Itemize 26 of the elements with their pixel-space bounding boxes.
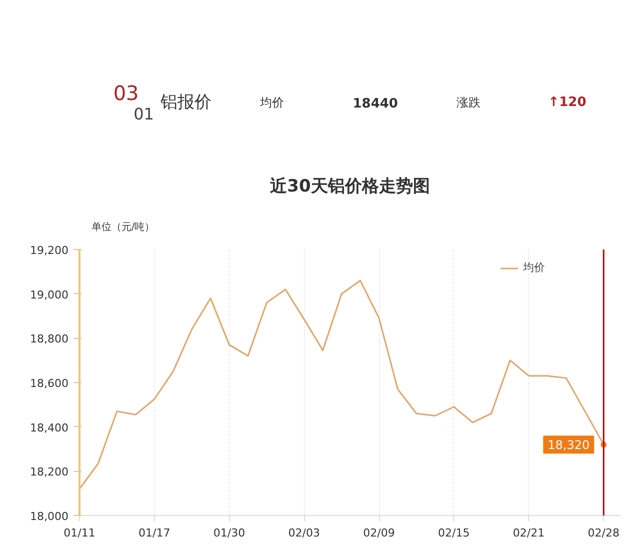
x-tick-label: 02/28 (588, 526, 620, 540)
annotation: 18,320 (548, 438, 590, 452)
y-tick-label: 18,800 (30, 332, 69, 346)
y-tick-label: 19,200 (30, 244, 69, 257)
text: 涨跌 (456, 96, 480, 110)
y-tick-label: 18,000 (30, 510, 69, 523)
text: ↑120 (548, 95, 586, 110)
text: 均价 (259, 96, 284, 110)
y-tick-label: 19,000 (30, 288, 69, 302)
x-tick-label: 02/03 (288, 526, 320, 540)
text: 03 (113, 81, 139, 105)
text: 18440 (352, 96, 398, 112)
y-axis-title: 单位（元/吨） (91, 221, 155, 233)
x-tick-label: 01/11 (64, 526, 96, 540)
x-tick-label: 01/30 (213, 526, 246, 540)
y-tick-label: 18,200 (30, 466, 69, 479)
legend-label: 均价 (523, 260, 545, 275)
x-tick-label: 02/15 (438, 526, 470, 540)
x-tick-label: 02/09 (363, 526, 395, 540)
x-tick-label: 01/17 (138, 526, 170, 540)
text: 铝报价 (160, 92, 212, 112)
x-tick-label: 02/21 (512, 526, 545, 540)
text: 01 (134, 104, 154, 124)
chart-title: 近30天铝价格走势图 (269, 176, 430, 196)
y-tick-label: 18,600 (30, 377, 69, 390)
y-tick-label: 18,400 (30, 421, 69, 434)
